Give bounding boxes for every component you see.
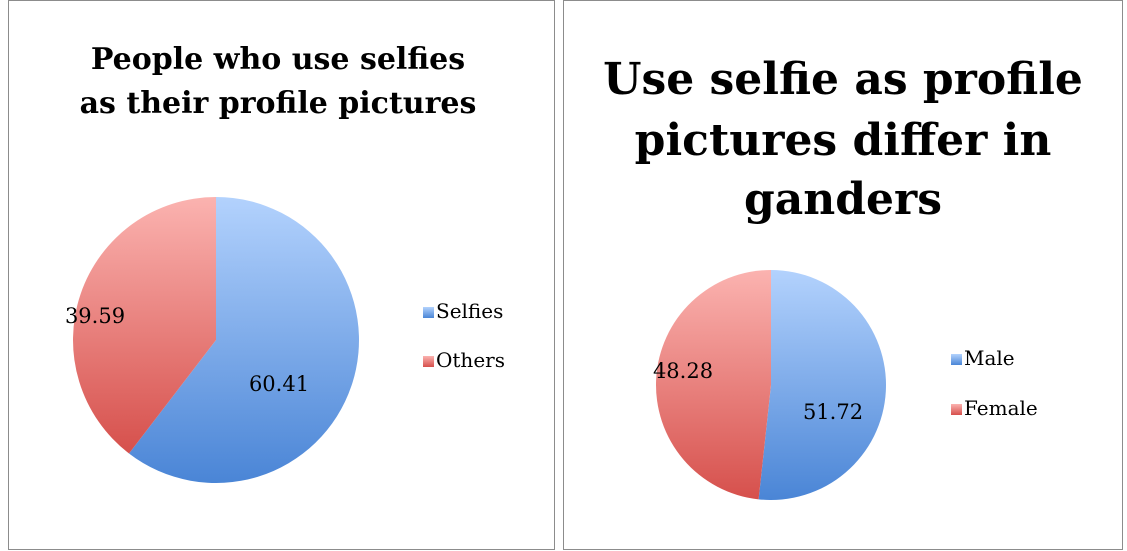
data-label-female: 48.28	[653, 359, 713, 383]
chart-panel-selfies: People who use selfies as their profile …	[8, 0, 555, 550]
chart-title-line: Use selfie as profile	[603, 54, 1083, 105]
chart-title-line: pictures differ in	[635, 115, 1052, 166]
pie-slice-others	[72, 197, 216, 454]
data-label-others: 39.59	[65, 304, 125, 328]
legend: Male Female	[951, 346, 1038, 420]
pie-slice-selfies	[128, 197, 359, 483]
legend-swatch-selfies	[423, 307, 434, 318]
chart-panel-genders: Use selfie as profile pictures differ in…	[563, 0, 1123, 550]
pie-slice-male	[758, 270, 887, 500]
data-label-selfies: 60.41	[249, 372, 309, 396]
chart-title-line: as their profile pictures	[80, 86, 477, 121]
legend-label-selfies: Selfies	[436, 299, 503, 323]
pie-slices	[656, 270, 887, 500]
pie-slice-female	[656, 270, 771, 500]
legend-swatch-male	[951, 354, 962, 365]
legend: Selfies Others	[423, 299, 505, 372]
chart-title-line: ganders	[744, 174, 942, 225]
legend-label-others: Others	[436, 348, 505, 372]
legend-swatch-female	[951, 404, 962, 415]
pie-chart-selfies: People who use selfies as their profile …	[65, 42, 505, 483]
pie-slices	[72, 197, 359, 483]
chart-title-line: People who use selfies	[91, 42, 465, 77]
legend-label-female: Female	[964, 396, 1038, 420]
chart-title: People who use selfies as their profile …	[80, 42, 477, 121]
pie-chart-genders: Use selfie as profile pictures differ in…	[603, 54, 1083, 500]
data-labels: 60.41 39.59	[65, 304, 309, 396]
chart-title: Use selfie as profile pictures differ in…	[603, 54, 1083, 225]
data-labels: 51.72 48.28	[653, 359, 863, 424]
legend-swatch-others	[423, 356, 434, 367]
data-label-male: 51.72	[803, 400, 863, 424]
legend-label-male: Male	[964, 346, 1015, 370]
